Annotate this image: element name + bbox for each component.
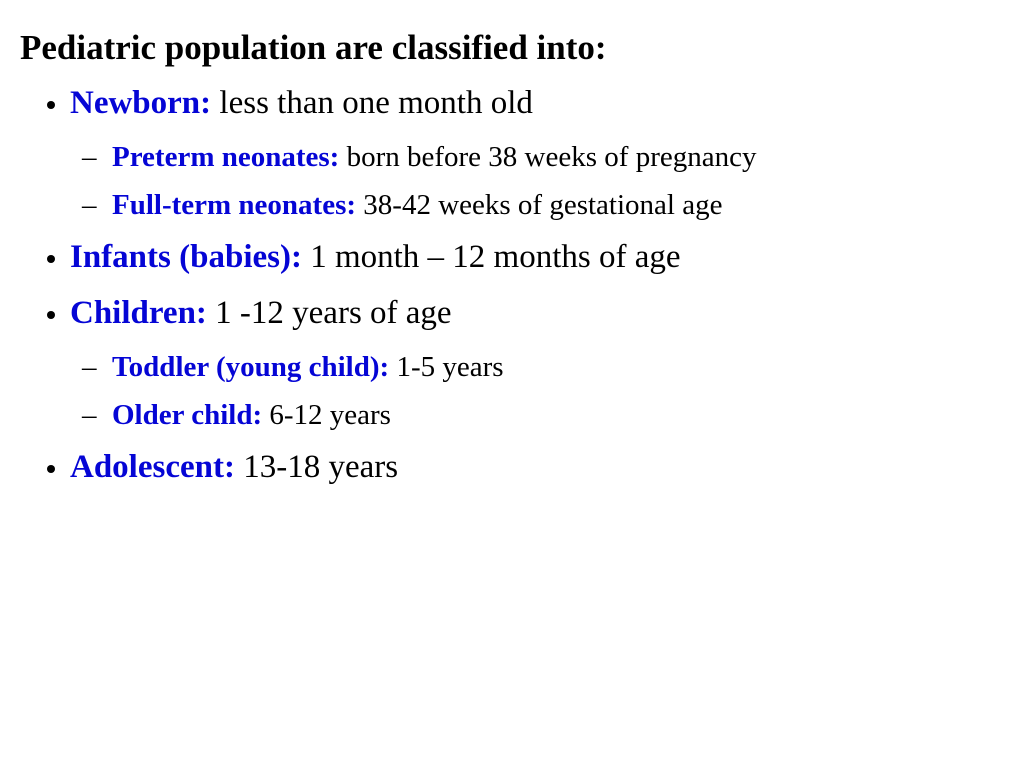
term-desc: less than one month old: [211, 85, 533, 121]
bullet-list-level2: Toddler (young child): 1-5 years Older c…: [70, 346, 1004, 436]
slide-title: Pediatric population are classified into…: [20, 28, 1004, 68]
list-item: Children: 1 -12 years of age Toddler (yo…: [70, 290, 1004, 436]
term-label: Newborn:: [70, 85, 211, 121]
list-item: Toddler (young child): 1-5 years: [112, 346, 1004, 388]
bullet-list-level1: Newborn: less than one month old Preterm…: [20, 80, 1004, 492]
list-item: Preterm neonates: born before 38 weeks o…: [112, 136, 1004, 178]
term-desc: 1 month – 12 months of age: [302, 239, 681, 275]
list-item: Infants (babies): 1 month – 12 months of…: [70, 234, 1004, 282]
term-label: Older child:: [112, 399, 262, 431]
list-item: Newborn: less than one month old Preterm…: [70, 80, 1004, 226]
slide-content: Pediatric population are classified into…: [0, 0, 1024, 520]
term-label: Adolescent:: [70, 449, 235, 485]
term-desc: 13-18 years: [235, 449, 398, 485]
term-label: Full-term neonates:: [112, 189, 356, 221]
term-desc: 1 -12 years of age: [207, 295, 452, 331]
term-desc: 38-42 weeks of gestational age: [356, 189, 722, 221]
term-label: Children:: [70, 295, 207, 331]
list-item: Older child: 6-12 years: [112, 394, 1004, 436]
term-label: Toddler (young child):: [112, 351, 389, 383]
term-desc: 1-5 years: [389, 351, 503, 383]
term-desc: born before 38 weeks of pregnancy: [339, 141, 756, 173]
list-item: Adolescent: 13-18 years: [70, 444, 1004, 492]
term-label: Infants (babies):: [70, 239, 302, 275]
term-desc: 6-12 years: [262, 399, 391, 431]
term-label: Preterm neonates:: [112, 141, 339, 173]
list-item: Full-term neonates: 38-42 weeks of gesta…: [112, 184, 1004, 226]
bullet-list-level2: Preterm neonates: born before 38 weeks o…: [70, 136, 1004, 226]
